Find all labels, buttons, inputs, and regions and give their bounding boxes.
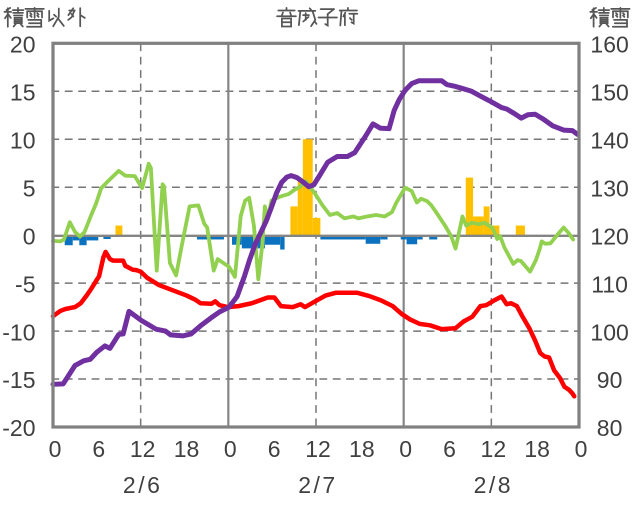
svg-text:110: 110	[591, 271, 628, 297]
svg-text:0: 0	[399, 436, 412, 462]
svg-text:120: 120	[590, 223, 628, 249]
svg-text:2/6: 2/6	[123, 472, 162, 498]
svg-text:80: 80	[597, 415, 623, 441]
svg-text:2/7: 2/7	[298, 472, 337, 498]
svg-text:100: 100	[590, 319, 628, 345]
svg-text:10: 10	[10, 127, 36, 153]
svg-text:0: 0	[23, 223, 36, 249]
svg-text:130: 130	[590, 175, 628, 201]
svg-text:15: 15	[10, 79, 36, 105]
svg-text:6: 6	[92, 436, 105, 462]
svg-text:12: 12	[305, 436, 331, 462]
svg-text:0: 0	[49, 436, 62, 462]
svg-text:-15: -15	[2, 367, 35, 393]
svg-text:12: 12	[481, 436, 507, 462]
svg-text:160: 160	[590, 32, 628, 58]
svg-text:140: 140	[590, 127, 628, 153]
svg-text:2/8: 2/8	[474, 472, 513, 498]
svg-text:18: 18	[349, 436, 375, 462]
svg-text:90: 90	[597, 367, 623, 393]
svg-text:0: 0	[575, 436, 588, 462]
svg-text:0: 0	[224, 436, 237, 462]
svg-text:18: 18	[524, 436, 550, 462]
svg-text:18: 18	[174, 436, 200, 462]
svg-text:5: 5	[23, 175, 36, 201]
svg-text:-10: -10	[2, 319, 35, 345]
svg-text:6: 6	[268, 436, 281, 462]
svg-text:20: 20	[10, 32, 36, 58]
svg-text:6: 6	[443, 436, 456, 462]
svg-text:-20: -20	[2, 415, 35, 441]
svg-text:-5: -5	[15, 271, 35, 297]
svg-text:150: 150	[590, 79, 628, 105]
svg-text:12: 12	[130, 436, 156, 462]
